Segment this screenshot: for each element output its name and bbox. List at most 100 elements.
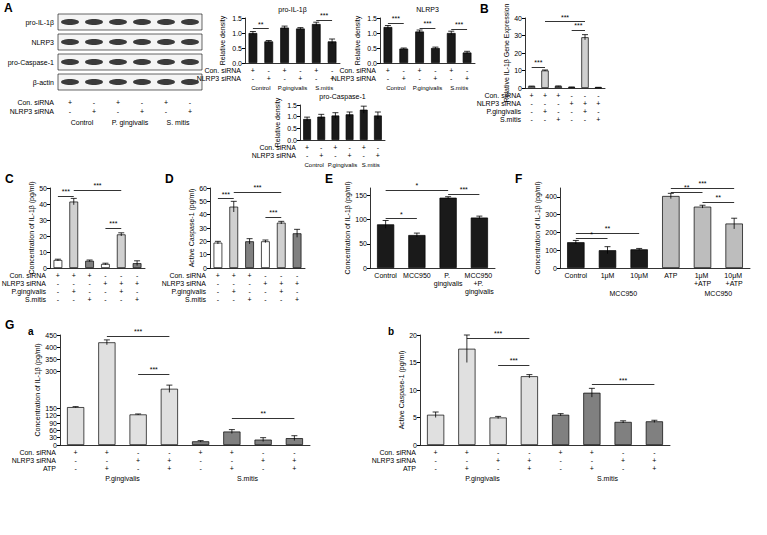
svg-text:-: - bbox=[248, 280, 251, 287]
svg-text:0.0: 0.0 bbox=[232, 60, 242, 67]
svg-text:pro-Caspase-1: pro-Caspase-1 bbox=[319, 93, 365, 101]
svg-text:60: 60 bbox=[49, 427, 57, 434]
svg-text:10: 10 bbox=[39, 249, 47, 256]
svg-text:***: *** bbox=[534, 59, 542, 66]
svg-text:Control: Control bbox=[386, 85, 405, 91]
svg-text:+: + bbox=[295, 296, 299, 303]
svg-text:S.mitis: S.mitis bbox=[597, 475, 619, 482]
svg-text:pro-IL-1β: pro-IL-1β bbox=[25, 19, 54, 27]
svg-text:+: + bbox=[248, 272, 252, 279]
svg-text:+: + bbox=[248, 296, 252, 303]
svg-text:-: - bbox=[331, 67, 334, 74]
svg-text:***: *** bbox=[574, 22, 582, 29]
svg-text:E: E bbox=[325, 172, 333, 186]
svg-text:+: + bbox=[279, 288, 283, 295]
svg-text:120: 120 bbox=[45, 412, 57, 419]
svg-text:Relative density: Relative density bbox=[219, 15, 227, 65]
svg-text:50: 50 bbox=[199, 198, 207, 205]
svg-text:400: 400 bbox=[45, 344, 57, 351]
svg-text:-: - bbox=[497, 449, 500, 456]
svg-text:-: - bbox=[315, 75, 318, 82]
svg-text:Control: Control bbox=[251, 85, 270, 91]
svg-text:30: 30 bbox=[199, 225, 207, 232]
svg-text:S.mitis: S.mitis bbox=[25, 296, 47, 303]
svg-text:0.0: 0.0 bbox=[287, 137, 297, 144]
svg-text:+: + bbox=[135, 296, 139, 303]
svg-text:D: D bbox=[165, 172, 174, 186]
svg-text:+: + bbox=[570, 100, 574, 107]
svg-text:-: - bbox=[73, 280, 76, 287]
svg-text:-: - bbox=[306, 152, 309, 159]
svg-text:***: *** bbox=[109, 220, 117, 227]
svg-text:NLRP3 siRNA: NLRP3 siRNA bbox=[197, 75, 242, 82]
svg-text:400: 400 bbox=[545, 193, 557, 200]
svg-text:30: 30 bbox=[49, 434, 57, 441]
svg-text:pro-Caspase-1: pro-Caspase-1 bbox=[8, 59, 54, 67]
svg-text:+: + bbox=[449, 67, 453, 74]
svg-text:30: 30 bbox=[39, 217, 47, 224]
svg-text:-: - bbox=[559, 465, 562, 472]
svg-text:+: + bbox=[559, 449, 563, 456]
svg-text:NLRP3 siRNA: NLRP3 siRNA bbox=[477, 100, 522, 107]
svg-text:S. mitis: S. mitis bbox=[167, 119, 190, 126]
svg-text:-: - bbox=[418, 75, 421, 82]
svg-text:-: - bbox=[136, 272, 139, 279]
svg-text:-: - bbox=[584, 116, 587, 123]
svg-text:-: - bbox=[466, 457, 469, 464]
svg-text:P.gingivalis: P.gingivalis bbox=[465, 475, 500, 483]
svg-text:-: - bbox=[120, 272, 123, 279]
svg-text:+: + bbox=[556, 116, 560, 123]
svg-text:C: C bbox=[5, 172, 14, 186]
svg-text:+: + bbox=[251, 67, 255, 74]
svg-text:***: *** bbox=[455, 21, 463, 28]
svg-text:-: - bbox=[264, 296, 267, 303]
svg-text:-: - bbox=[597, 92, 600, 99]
svg-text:**: ** bbox=[258, 21, 264, 28]
svg-text:*: * bbox=[416, 182, 419, 189]
svg-text:-: - bbox=[597, 108, 600, 115]
svg-text:200: 200 bbox=[545, 229, 557, 236]
svg-text:gingivalis: gingivalis bbox=[434, 280, 463, 288]
svg-text:-: - bbox=[387, 75, 390, 82]
svg-text:-: - bbox=[283, 75, 286, 82]
svg-text:***: *** bbox=[222, 191, 230, 198]
svg-text:-: - bbox=[217, 280, 220, 287]
svg-text:Control: Control bbox=[565, 272, 588, 279]
svg-text:+: + bbox=[465, 449, 469, 456]
svg-text:+: + bbox=[283, 67, 287, 74]
svg-text:+: + bbox=[496, 457, 500, 464]
svg-text:ATP: ATP bbox=[43, 465, 56, 472]
svg-text:NLRP3 siRNA: NLRP3 siRNA bbox=[372, 457, 417, 464]
svg-text:+: + bbox=[376, 152, 380, 159]
svg-text:10: 10 bbox=[514, 67, 522, 74]
svg-text:40: 40 bbox=[514, 15, 522, 22]
svg-text:+: + bbox=[68, 99, 72, 106]
svg-text:Con. siRNA: Con. siRNA bbox=[17, 99, 54, 106]
svg-text:*: * bbox=[400, 211, 403, 218]
svg-text:-: - bbox=[104, 288, 107, 295]
svg-text:NLRP3 siRNA: NLRP3 siRNA bbox=[252, 152, 297, 159]
svg-text:-: - bbox=[466, 67, 469, 74]
svg-text:-: - bbox=[137, 449, 140, 456]
svg-text:P.: P. bbox=[444, 272, 452, 279]
svg-text:-: - bbox=[88, 280, 91, 287]
svg-text:+ATP: +ATP bbox=[694, 280, 712, 287]
svg-text:+: + bbox=[267, 75, 271, 82]
svg-text:-: - bbox=[528, 449, 531, 456]
svg-text:NLRP3 siRNA: NLRP3 siRNA bbox=[12, 457, 57, 464]
svg-text:+: + bbox=[188, 108, 192, 115]
svg-text:-: - bbox=[377, 144, 380, 151]
svg-text:+: + bbox=[402, 75, 406, 82]
svg-text:-: - bbox=[104, 272, 107, 279]
svg-text:+: + bbox=[119, 288, 123, 295]
svg-text:**: ** bbox=[716, 194, 722, 201]
svg-text:***: *** bbox=[460, 186, 468, 193]
svg-text:-: - bbox=[106, 457, 109, 464]
svg-text:-: - bbox=[280, 296, 283, 303]
svg-text:***: *** bbox=[423, 20, 431, 27]
svg-text:+: + bbox=[386, 67, 390, 74]
svg-text:P.gingivalis: P.gingivalis bbox=[105, 475, 140, 483]
svg-text:10: 10 bbox=[199, 251, 207, 258]
svg-text:-: - bbox=[280, 272, 283, 279]
svg-text:+: + bbox=[434, 449, 438, 456]
